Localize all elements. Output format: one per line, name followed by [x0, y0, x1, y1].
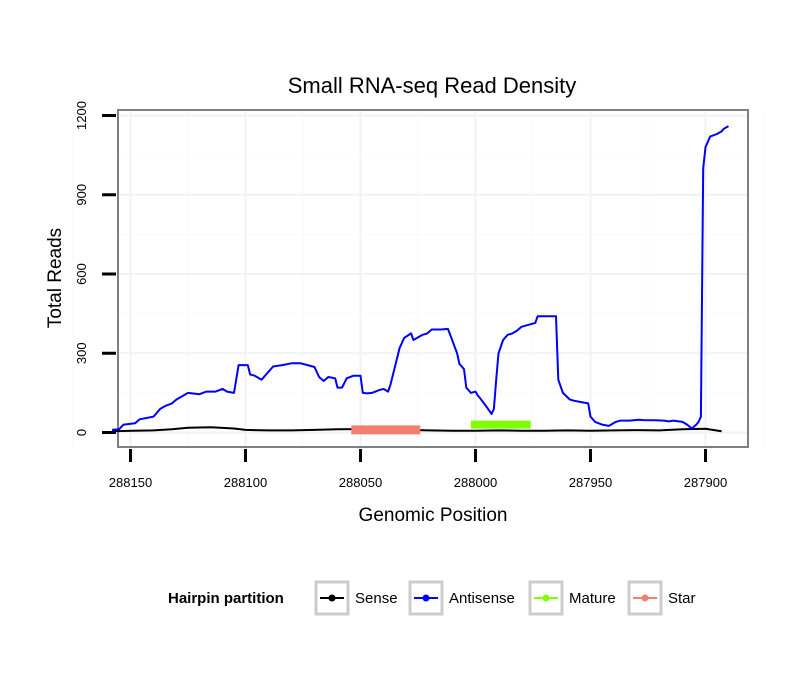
y-tick-label: 600: [74, 263, 89, 285]
x-tick-label: 288000: [454, 475, 497, 490]
legend-label: Mature: [569, 590, 616, 607]
legend-label: Star: [668, 590, 696, 607]
legend-entry-star: Star: [627, 580, 696, 616]
legend-key-dot: [641, 594, 649, 602]
x-axis-title: Genomic Position: [359, 505, 508, 526]
legend-key-dot: [422, 594, 430, 602]
x-tick-label: 287900: [684, 475, 727, 490]
axis-ticks: 288150 288100 288050 288000 287950 287900 0 300…: [74, 101, 727, 490]
x-tick-label: 288050: [339, 475, 382, 490]
chart-title: Small RNA-seq Read Density: [288, 73, 577, 98]
series-line-antisense: [112, 125, 729, 431]
panel-border: [117, 109, 749, 448]
y-tick-label: 300: [74, 342, 89, 364]
segment-layer: [351, 420, 531, 435]
grid: [72, 110, 764, 447]
legend-entry-antisense: Antisense: [408, 580, 515, 616]
legend-key-dot: [542, 594, 550, 602]
x-tick-label: 287950: [569, 475, 612, 490]
x-tick-label: 288150: [109, 475, 152, 490]
legend: Sense Antisense Mature Star: [314, 580, 696, 616]
series-layer: [112, 125, 729, 433]
legend-label: Antisense: [449, 590, 515, 607]
legend-label: Sense: [355, 590, 398, 607]
y-axis-title: Total Reads: [45, 228, 66, 328]
y-tick-label: 1200: [74, 101, 89, 130]
y-tick-label: 0: [74, 429, 89, 436]
x-tick-label: 288100: [224, 475, 267, 490]
legend-title: Hairpin partition: [168, 590, 284, 607]
y-tick-label: 900: [74, 184, 89, 206]
legend-entry-sense: Sense: [314, 580, 398, 616]
legend-key-dot: [328, 594, 336, 602]
legend-entry-mature: Mature: [528, 580, 616, 616]
